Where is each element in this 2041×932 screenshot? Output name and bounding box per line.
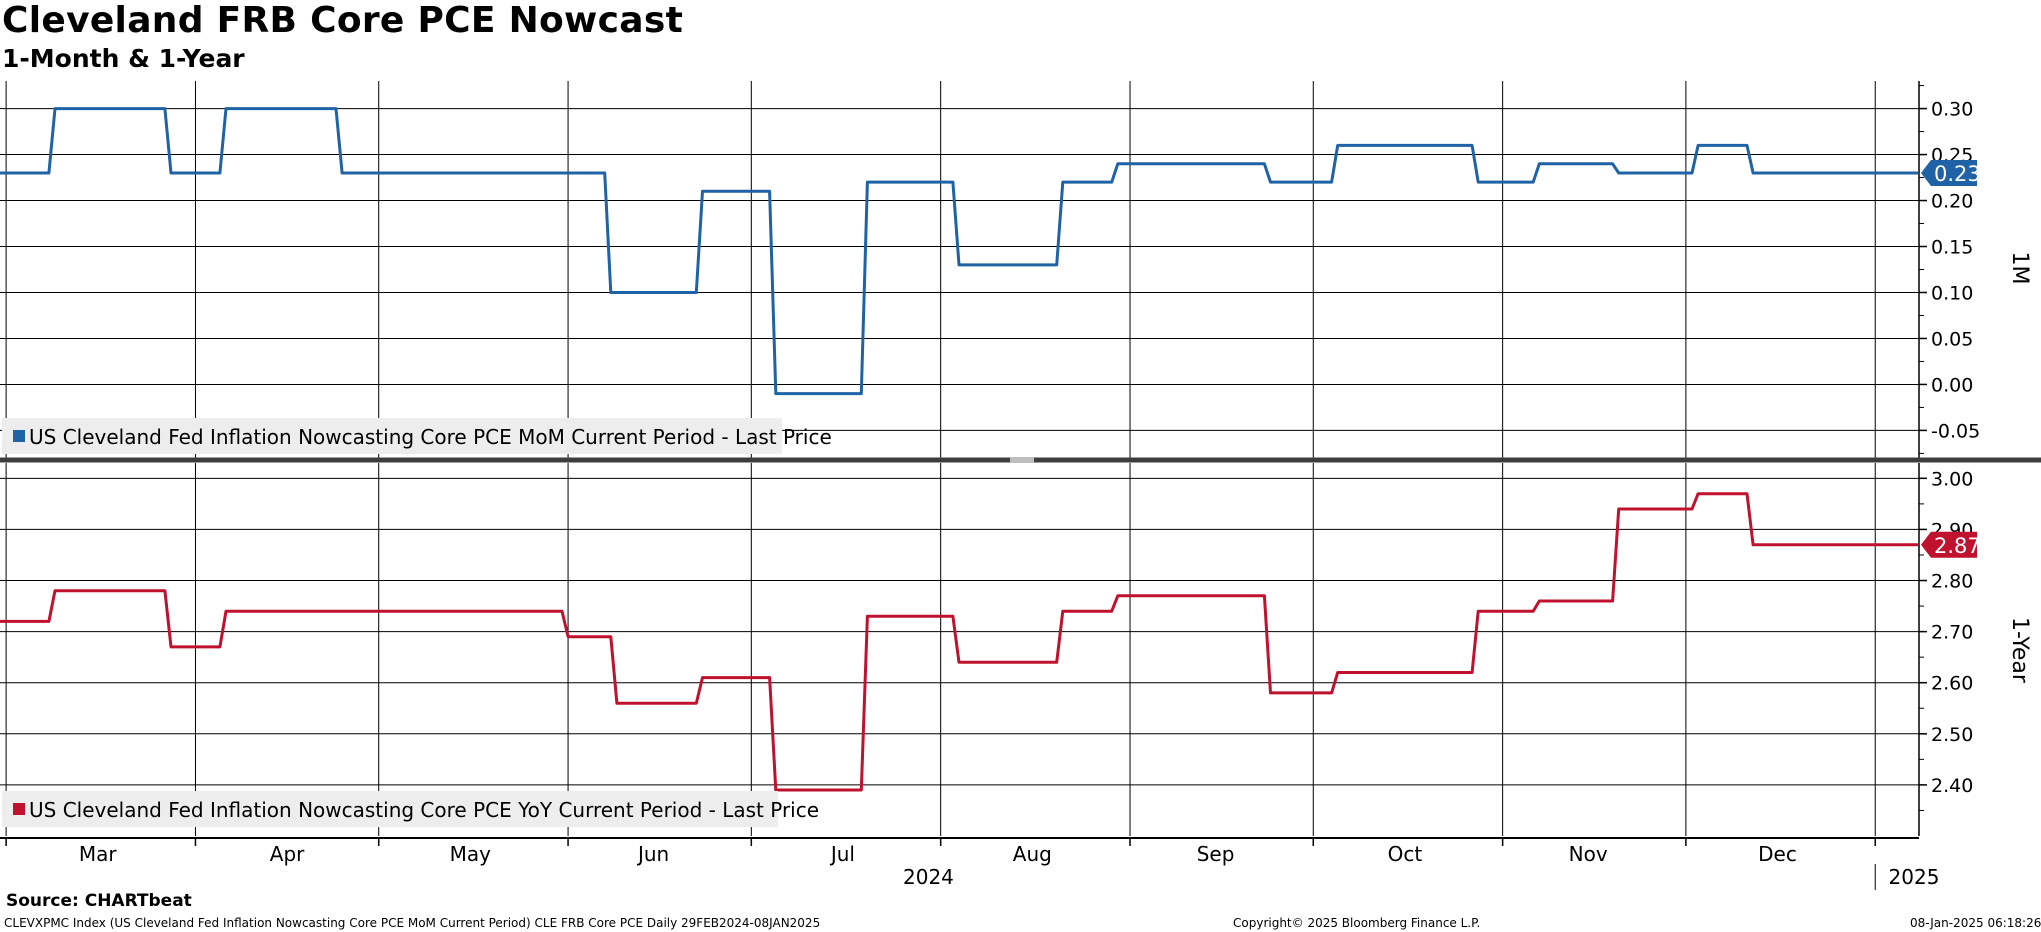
- x-month-label: Dec: [1758, 842, 1797, 866]
- y-tick-label: 2.80: [1931, 571, 1973, 593]
- y-tick-label: 3.00: [1931, 468, 1973, 490]
- yoy-series-line[interactable]: [0, 492, 1918, 792]
- footer-index-info: CLEVXPMC Index (US Cleveland Fed Inflati…: [4, 916, 821, 930]
- chart-subtitle: 1-Month & 1-Year: [2, 44, 245, 73]
- x-month-label: Oct: [1388, 842, 1423, 866]
- x-year-label: 2024: [903, 865, 954, 889]
- x-month-label: Aug: [1013, 842, 1052, 866]
- x-month-label: Sep: [1197, 842, 1235, 866]
- footer-timestamp: 08-Jan-2025 06:18:26: [1910, 916, 2041, 930]
- y-tick-label: 2.70: [1931, 622, 1973, 644]
- last-value-label: 0.23: [1934, 162, 1981, 186]
- x-month-label: Apr: [270, 842, 305, 866]
- last-value-badge: [1921, 531, 1977, 558]
- footer-source: Source: CHARTbeat: [6, 891, 192, 911]
- y-tick-label: 2.60: [1931, 673, 1973, 695]
- y-tick-label: 0.30: [1931, 99, 1973, 121]
- last-value-label: 2.87: [1934, 534, 1981, 558]
- legend-box: [2, 418, 782, 454]
- x-year-label: 2025: [1889, 865, 1940, 889]
- legend-swatch: [13, 803, 25, 815]
- panel-axis-label: 1M: [2007, 252, 2032, 285]
- top-panel: 0.300.250.200.150.100.050.00-0.050.231MU…: [0, 81, 2032, 458]
- x-month-label: Jul: [829, 842, 855, 866]
- legend-label: US Cleveland Fed Inflation Nowcasting Co…: [29, 425, 832, 449]
- chart-title: Cleveland FRB Core PCE Nowcast: [2, 0, 684, 41]
- last-value-badge: [1921, 159, 1977, 186]
- bottom-panel: 3.002.902.802.702.602.502.402.871-YearUS…: [0, 463, 2032, 836]
- x-axis: Mar Apr May Jun Jul Aug Sep Oct Nov Dec 2024 2025: [0, 837, 1940, 890]
- y-tick-label: 0.10: [1931, 282, 1973, 304]
- x-month-label: Nov: [1569, 842, 1608, 866]
- y-tick-label: 2.50: [1931, 724, 1973, 746]
- x-month-label: Mar: [79, 842, 118, 866]
- footer-copyright: Copyright© 2025 Bloomberg Finance L.P.: [1233, 916, 1481, 930]
- y-tick-label: -0.05: [1931, 420, 1980, 442]
- x-month-label: May: [450, 842, 492, 866]
- y-tick-label: 2.40: [1931, 775, 1973, 797]
- y-tick-label: 0.15: [1931, 237, 1973, 259]
- legend-box: [2, 791, 778, 827]
- mom-series-line[interactable]: [0, 107, 1918, 396]
- y-tick-label: 0.00: [1931, 374, 1973, 396]
- x-month-label: Jun: [636, 842, 669, 866]
- y-tick-label: 0.20: [1931, 191, 1973, 213]
- legend-swatch: [13, 430, 25, 442]
- divider-handle[interactable]: [1010, 457, 1034, 463]
- legend-label: US Cleveland Fed Inflation Nowcasting Co…: [29, 798, 819, 822]
- y-tick-label: 0.05: [1931, 328, 1973, 350]
- panel-axis-label: 1-Year: [2007, 617, 2032, 684]
